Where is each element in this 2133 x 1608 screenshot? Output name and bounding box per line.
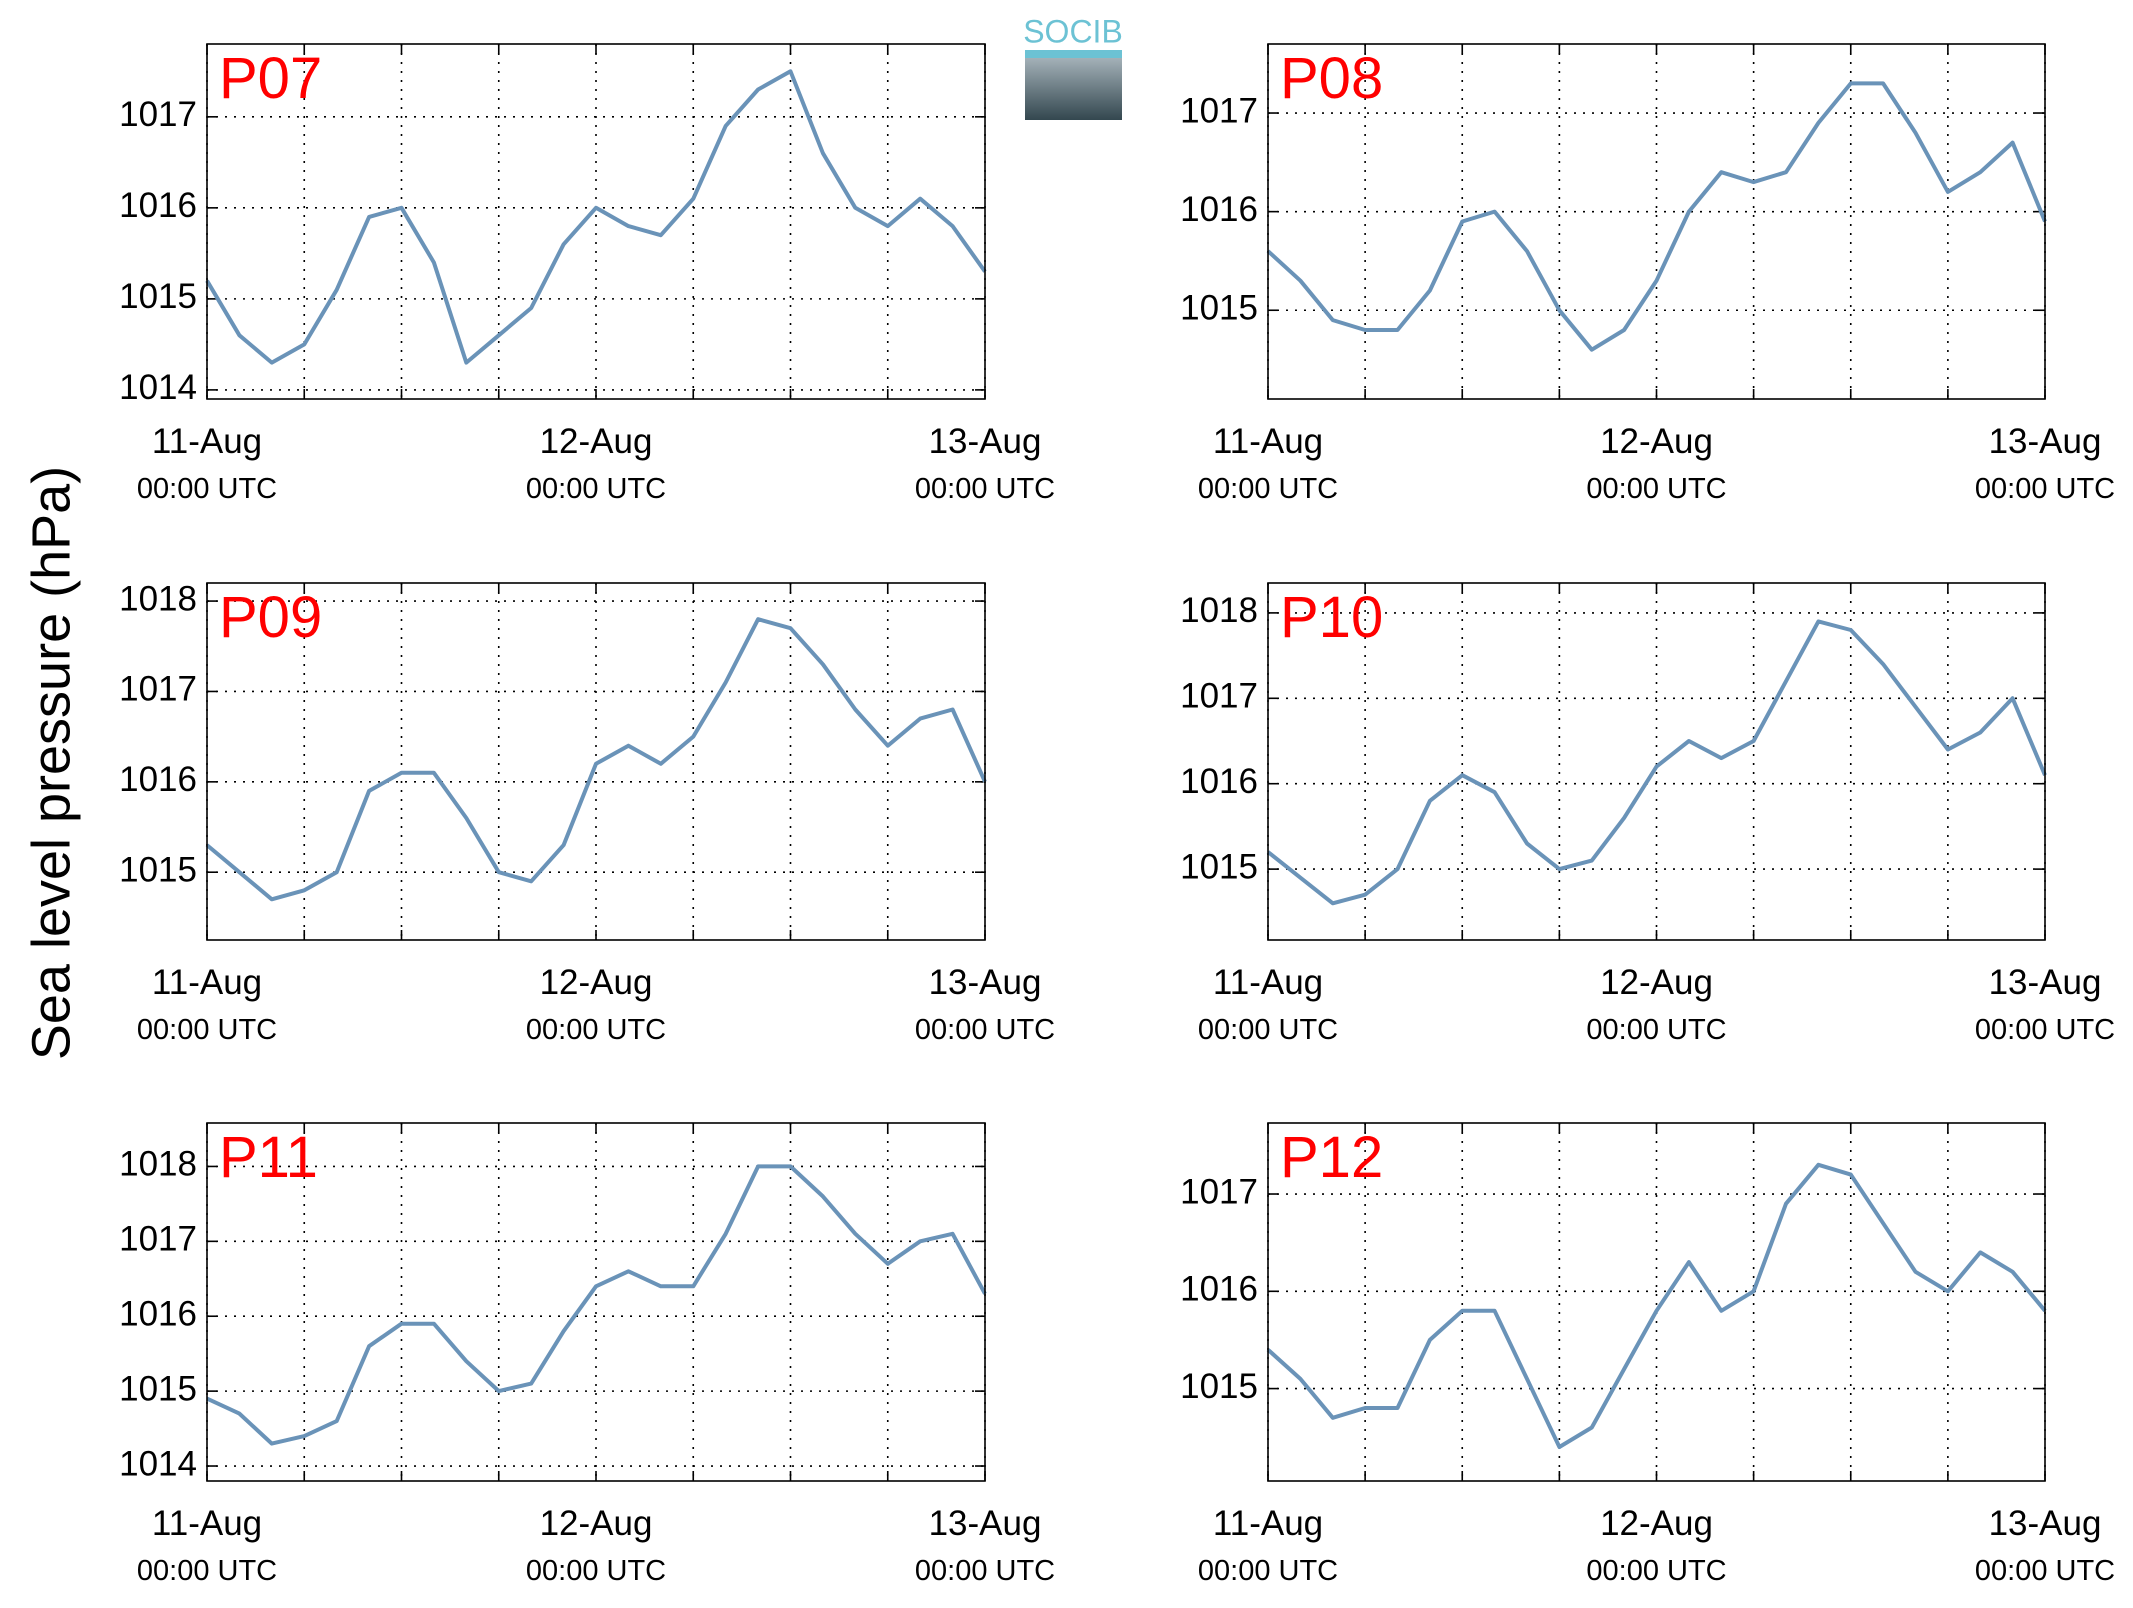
data-line	[206, 1164, 987, 1446]
subplot-title: P11	[219, 1125, 318, 1190]
subplot-title: P10	[1280, 585, 1383, 650]
y-tick-label: 1015	[1180, 847, 1258, 886]
y-tick-label: 1017	[119, 670, 197, 709]
y-tick-label: 1016	[1180, 1270, 1258, 1309]
y-tick-label: 1015	[1180, 289, 1258, 328]
x-tick-label: 12-Aug 00:00 UTC	[1586, 963, 1726, 1046]
y-tick-label: 1014	[119, 1444, 197, 1483]
subplot-title: P07	[219, 46, 322, 111]
plot-area	[1268, 1123, 2045, 1481]
x-tick-label: 12-Aug 00:00 UTC	[526, 422, 666, 505]
y-tick-label: 1015	[119, 1369, 197, 1408]
y-tick-label: 1017	[119, 95, 197, 134]
data-line	[205, 69, 987, 365]
subplot: 11-Aug 00:00 UTC 12-Aug 00:00 UTC 13-Aug 00:0…	[1180, 43, 2115, 505]
x-tick-label: 11-Aug 00:00 UTC	[1198, 963, 1338, 1046]
y-tick-label: 1017	[119, 1220, 197, 1259]
x-tick-label: 11-Aug 00:00 UTC	[137, 422, 277, 505]
x-tick-label: 13-Aug 00:00 UTC	[915, 422, 1055, 505]
data-line	[1266, 81, 2047, 352]
data-line	[205, 617, 987, 902]
x-tick-label: 12-Aug 00:00 UTC	[526, 1504, 666, 1587]
subplot-title: P08	[1280, 46, 1383, 111]
y-tick-label: 1015	[119, 277, 197, 316]
subplot-title: P12	[1280, 1125, 1383, 1190]
x-tick-label: 11-Aug 00:00 UTC	[1198, 1504, 1338, 1587]
y-tick-label: 1017	[1180, 1172, 1258, 1211]
x-tick-label: 12-Aug 00:00 UTC	[1586, 1504, 1726, 1587]
y-tick-label: 1015	[1180, 1367, 1258, 1406]
logo: SOCIB	[1023, 13, 1123, 120]
x-tick-label: 11-Aug 00:00 UTC	[137, 963, 277, 1046]
y-tick-label: 1016	[119, 186, 197, 225]
plot-frame	[1267, 43, 2046, 400]
x-tick-label: 11-Aug 00:00 UTC	[1198, 422, 1338, 505]
x-tick-label: 13-Aug 00:00 UTC	[1975, 422, 2115, 505]
x-tick-label: 13-Aug 00:00 UTC	[915, 963, 1055, 1046]
plot-area	[1268, 44, 2045, 399]
plot-frame	[206, 582, 986, 941]
plot-frame	[206, 1122, 986, 1482]
logo-band	[1025, 50, 1122, 58]
y-tick-label: 1016	[119, 1294, 197, 1333]
subplot: 11-Aug 00:00 UTC 12-Aug 00:00 UTC 13-Aug 00:0…	[119, 1122, 1055, 1587]
y-axis-label: Sea level pressure (hPa)	[21, 466, 81, 1060]
subplot: 11-Aug 00:00 UTC 12-Aug 00:00 UTC 13-Aug 00:0…	[119, 579, 1055, 1046]
x-tick-label: 12-Aug 00:00 UTC	[526, 963, 666, 1046]
plot-area	[207, 44, 985, 399]
y-tick-label: 1016	[1180, 190, 1258, 229]
x-tick-label: 13-Aug 00:00 UTC	[1975, 1504, 2115, 1587]
plot-frame	[1267, 582, 2046, 941]
y-tick-label: 1016	[119, 760, 197, 799]
plot-frame	[1267, 1122, 2046, 1482]
y-tick-label: 1018	[119, 1145, 197, 1184]
y-tick-label: 1017	[1180, 677, 1258, 716]
y-tick-label: 1017	[1180, 91, 1258, 130]
subplot: 11-Aug 00:00 UTC 12-Aug 00:00 UTC 13-Aug 00:0…	[1180, 582, 2115, 1046]
y-tick-label: 1018	[1180, 591, 1258, 630]
subplot: 11-Aug 00:00 UTC 12-Aug 00:00 UTC 13-Aug 00:0…	[119, 43, 1055, 505]
x-tick-label: 12-Aug 00:00 UTC	[1586, 422, 1726, 505]
y-tick-label: 1014	[119, 368, 197, 407]
plot-frame	[206, 43, 986, 400]
y-tick-label: 1015	[119, 850, 197, 889]
logo-text: SOCIB	[1023, 13, 1123, 49]
subplot-title: P09	[219, 585, 322, 650]
plot-area	[207, 583, 985, 940]
logo-box	[1025, 55, 1122, 120]
y-tick-label: 1016	[1180, 762, 1258, 801]
x-tick-label: 13-Aug 00:00 UTC	[1975, 963, 2115, 1046]
subplot: 11-Aug 00:00 UTC 12-Aug 00:00 UTC 13-Aug 00:0…	[1180, 1122, 2115, 1587]
data-line	[1266, 1162, 2047, 1449]
x-tick-label: 11-Aug 00:00 UTC	[137, 1504, 277, 1587]
plot-area	[1268, 583, 2045, 940]
y-tick-label: 1018	[119, 579, 197, 618]
x-tick-label: 13-Aug 00:00 UTC	[915, 1504, 1055, 1587]
data-line	[1266, 619, 2047, 906]
